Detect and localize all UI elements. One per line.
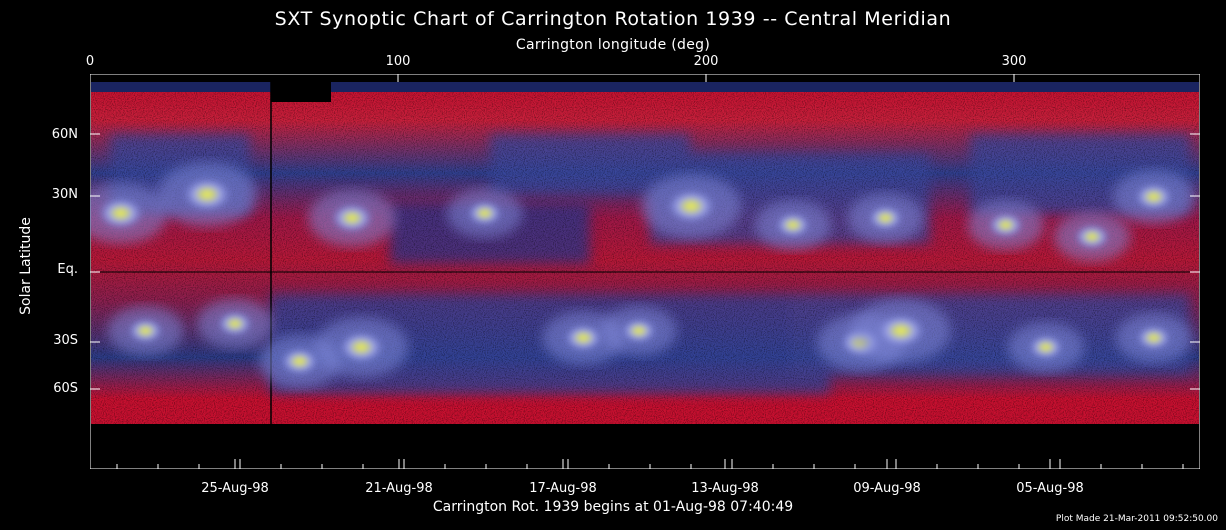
active-region — [1007, 322, 1084, 372]
active-region — [850, 298, 951, 363]
active-region — [755, 200, 831, 250]
lat-tick-30s: 30S — [53, 333, 78, 348]
date-label: 05-Aug-98 — [1016, 481, 1084, 496]
active-region — [847, 193, 924, 243]
active-region — [1115, 313, 1192, 363]
date-label: 17-Aug-98 — [529, 481, 597, 496]
top-axis-label: Carrington longitude (deg) — [515, 37, 711, 53]
active-region — [1054, 211, 1131, 262]
top-tick-0: 0 — [85, 54, 95, 69]
active-region — [446, 188, 523, 239]
plot-made-timestamp: Plot Made 21-Mar-2011 09:52:50.00 — [1055, 514, 1218, 524]
active-regions-layer — [90, 162, 1195, 388]
active-region — [90, 183, 168, 244]
active-region — [308, 189, 397, 247]
axis-ticks — [90, 74, 1200, 390]
top-tick-200: 200 — [693, 54, 719, 69]
top-tick-100: 100 — [385, 54, 411, 69]
active-region — [107, 305, 184, 356]
chart-title: SXT Synoptic Chart of Carrington Rotatio… — [274, 8, 952, 30]
active-region — [1112, 170, 1195, 224]
synoptic-chart — [90, 74, 1200, 469]
lat-tick-60s: 60S — [53, 381, 78, 396]
date-ticks — [116, 459, 1184, 469]
date-label: 09-Aug-98 — [853, 481, 921, 496]
date-label: 25-Aug-98 — [201, 481, 269, 496]
lat-tick-60n: 60N — [51, 127, 78, 142]
active-region — [314, 317, 409, 378]
active-region — [967, 200, 1044, 250]
left-axis-label: Solar Latitude — [18, 217, 34, 315]
top-tick-300: 300 — [1001, 54, 1027, 69]
lat-tick-30n: 30N — [51, 187, 78, 202]
solar-disk-map — [91, 82, 1199, 436]
rotation-start-label: Carrington Rot. 1939 begins at 01-Aug-98… — [432, 499, 794, 515]
active-region — [600, 305, 677, 356]
active-region — [258, 334, 341, 388]
date-label: 21-Aug-98 — [365, 481, 433, 496]
date-label: 13-Aug-98 — [691, 481, 759, 496]
active-region — [157, 162, 258, 227]
lat-tick-eq: Eq. — [57, 262, 78, 277]
active-region — [196, 298, 273, 349]
active-region — [641, 174, 742, 239]
